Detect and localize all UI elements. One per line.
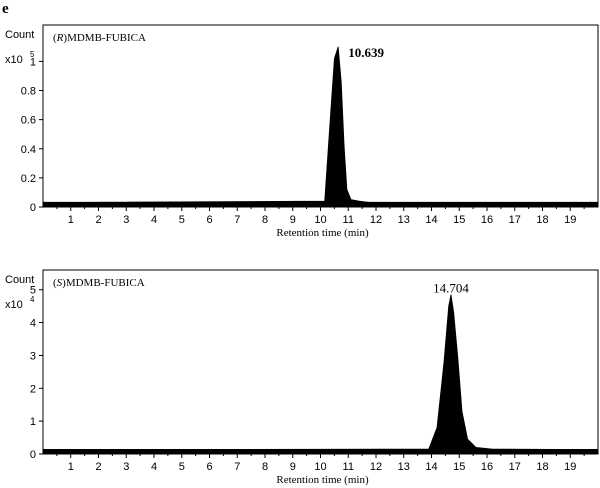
peak-series-1 xyxy=(42,294,599,455)
peak-annotation: 14.704 xyxy=(433,281,469,296)
x-tick-label: 7 xyxy=(234,214,240,226)
x-tick-label: 14 xyxy=(425,461,437,473)
x-tick-label: 14 xyxy=(425,214,437,226)
x-tick-label: 10 xyxy=(314,214,326,226)
y-tick-label: 0 xyxy=(30,202,36,214)
x-tick-label: 9 xyxy=(290,461,296,473)
x-tick-label: 15 xyxy=(453,461,465,473)
peak-annotation: 10.639 xyxy=(348,45,384,60)
x-tick-label: 8 xyxy=(262,214,268,226)
plot-frame xyxy=(42,24,599,208)
x-tick-label: 10 xyxy=(314,461,326,473)
y-tick-label: 0 xyxy=(30,449,36,461)
x-tick-label: 17 xyxy=(509,214,521,226)
plot-frame xyxy=(42,269,599,455)
y-tick-label: 2 xyxy=(30,383,36,395)
x-tick-label: 4 xyxy=(151,461,157,473)
x-tick-label: 18 xyxy=(536,461,548,473)
chart-title: (R)MDMB-FUBICA xyxy=(53,32,146,44)
peak-series-1 xyxy=(42,46,599,208)
x-tick-label: 15 xyxy=(453,214,465,226)
x-tick-label: 2 xyxy=(95,214,101,226)
y-scale-exponent: 5 xyxy=(30,50,35,59)
panel-letter: e xyxy=(2,1,9,17)
x-tick-label: 18 xyxy=(536,214,548,226)
x-tick-label: 17 xyxy=(509,461,521,473)
x-tick-label: 16 xyxy=(481,461,493,473)
y-tick-label: 5 xyxy=(30,285,36,297)
x-tick-label: 1 xyxy=(68,461,74,473)
x-tick-label: 11 xyxy=(343,461,354,473)
x-tick-label: 12 xyxy=(370,461,382,473)
x-tick-label: 5 xyxy=(179,214,185,226)
y-tick-label: 0.4 xyxy=(21,144,36,156)
y-scale-exponent: 4 xyxy=(30,295,35,304)
x-tick-label: 12 xyxy=(370,214,382,226)
chart-title: (S)MDMB-FUBICA xyxy=(53,277,145,289)
x-tick-label: 6 xyxy=(206,461,212,473)
x-tick-label: 8 xyxy=(262,461,268,473)
x-tick-label: 19 xyxy=(564,461,576,473)
x-tick-label: 19 xyxy=(564,214,576,226)
x-tick-label: 5 xyxy=(179,461,185,473)
x-tick-label: 2 xyxy=(95,461,101,473)
y-axis-label: Count xyxy=(5,274,34,286)
y-scale-factor: x10 xyxy=(5,299,23,311)
x-tick-label: 3 xyxy=(123,461,129,473)
x-axis-label: Retention time (min) xyxy=(276,227,369,239)
x-tick-label: 3 xyxy=(123,214,129,226)
x-tick-label: 1 xyxy=(68,214,74,226)
y-tick-label: 4 xyxy=(30,318,36,330)
x-tick-label: 11 xyxy=(343,214,354,226)
y-tick-label: 0.2 xyxy=(21,173,36,185)
y-tick-label: 3 xyxy=(30,350,36,362)
y-scale-factor: x10 xyxy=(5,54,23,66)
y-axis-label: Count xyxy=(5,29,34,41)
x-tick-label: 13 xyxy=(398,461,410,473)
y-tick-label: 0.6 xyxy=(21,115,36,127)
x-tick-label: 16 xyxy=(481,214,493,226)
y-tick-label: 1 xyxy=(30,56,36,68)
x-tick-label: 4 xyxy=(151,214,157,226)
x-tick-label: 13 xyxy=(398,214,410,226)
x-tick-label: 9 xyxy=(290,214,296,226)
y-tick-label: 1 xyxy=(30,416,36,428)
x-axis-label: Retention time (min) xyxy=(276,474,369,486)
y-tick-label: 0.8 xyxy=(21,86,36,98)
x-tick-label: 6 xyxy=(206,214,212,226)
x-tick-label: 7 xyxy=(234,461,240,473)
